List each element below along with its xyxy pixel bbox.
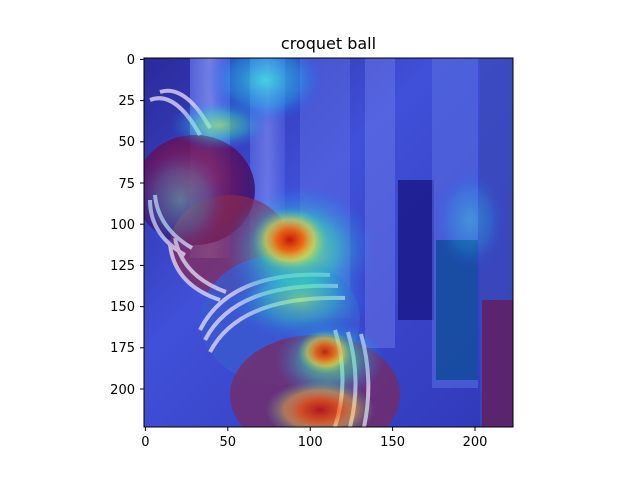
- x-tick-label: 100: [298, 435, 323, 450]
- axes-frame: [143, 57, 514, 428]
- y-tick-label: 150: [110, 300, 135, 315]
- y-tick-label: 50: [118, 135, 135, 150]
- y-tick-label: 200: [110, 383, 135, 398]
- figure-title: croquet ball: [281, 34, 376, 53]
- y-tick-label: 125: [110, 259, 135, 274]
- y-tick-label: 0: [127, 53, 135, 68]
- x-tick-label: 150: [380, 435, 405, 450]
- x-tick-label: 200: [463, 435, 488, 450]
- x-axis: 0 50 100 150 200: [141, 427, 487, 450]
- y-tick-label: 75: [118, 177, 135, 192]
- x-tick-label: 50: [220, 435, 237, 450]
- y-tick-label: 175: [110, 341, 135, 356]
- y-axis: 0 25 50 75 100 125 150 175 200: [110, 53, 144, 398]
- heatmap-image: [144, 58, 513, 427]
- x-tick-label: 0: [141, 435, 149, 450]
- y-tick-label: 25: [118, 94, 135, 109]
- y-tick-label: 100: [110, 218, 135, 233]
